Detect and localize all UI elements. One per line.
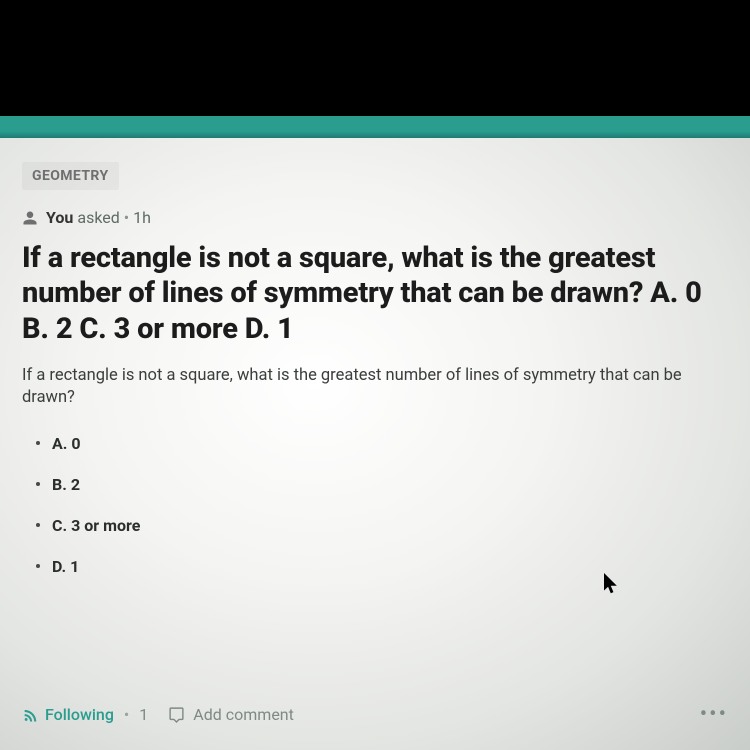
answer-options-list: A. 0 B. 2 C. 3 or more D. 1 <box>22 434 728 576</box>
question-page: GEOMETRY You asked • 1h If a rectangle i… <box>0 138 750 750</box>
person-icon <box>22 210 38 226</box>
rss-icon <box>22 707 38 723</box>
answer-option[interactable]: D. 1 <box>52 557 728 576</box>
cursor-icon <box>604 573 618 593</box>
teal-accent-bar <box>0 116 750 138</box>
add-comment-button[interactable]: Add comment <box>168 705 294 724</box>
question-subtext: If a rectangle is not a square, what is … <box>22 365 728 410</box>
answer-option[interactable]: B. 2 <box>52 475 728 494</box>
category-badge[interactable]: GEOMETRY <box>22 162 119 190</box>
asker-verb: asked <box>77 208 119 227</box>
following-button[interactable]: Following <box>22 705 114 724</box>
add-comment-label: Add comment <box>193 705 294 724</box>
answer-option[interactable]: C. 3 or more <box>52 516 728 535</box>
answer-option[interactable]: A. 0 <box>52 434 728 453</box>
comment-icon <box>168 706 185 723</box>
separator-dot: • <box>124 705 129 724</box>
separator-dot: • <box>124 208 129 227</box>
question-title: If a rectangle is not a square, what is … <box>22 241 728 347</box>
asker-time: 1h <box>133 208 151 227</box>
following-count: 1 <box>139 705 148 724</box>
following-label: Following <box>45 705 114 724</box>
top-black-bar <box>0 0 750 116</box>
action-row: Following • 1 Add comment ••• <box>22 705 728 724</box>
asker-row: You asked • 1h <box>22 208 728 227</box>
asker-name[interactable]: You <box>46 208 73 227</box>
